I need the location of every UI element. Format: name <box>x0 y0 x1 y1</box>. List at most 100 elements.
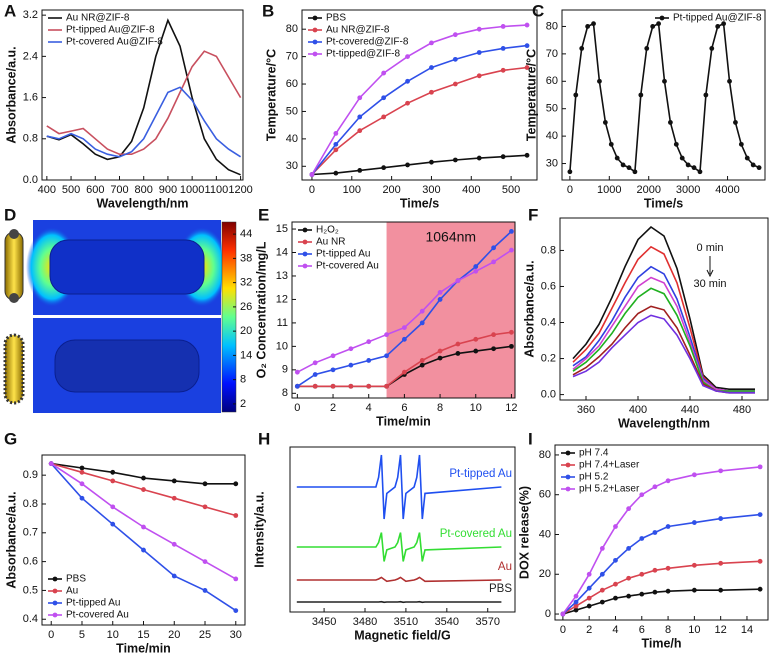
data-point <box>419 358 425 363</box>
data-point <box>309 172 315 177</box>
series-line <box>572 265 755 392</box>
data-point <box>429 65 434 70</box>
x-tick-label: 0 <box>560 624 566 636</box>
data-point <box>491 346 496 352</box>
y-tick-label: 0.2 <box>541 352 556 364</box>
data-point <box>384 353 389 359</box>
y-axis-label: O₂ Concentration/mg/L <box>254 241 268 378</box>
data-point <box>685 162 691 168</box>
data-point <box>233 608 239 613</box>
data-point <box>473 348 479 354</box>
data-point <box>357 114 363 120</box>
x-tick-label: 5 <box>79 629 85 641</box>
rod-pt-covered <box>3 333 25 405</box>
y-tick-label: 0.5 <box>23 584 38 596</box>
x-tick-label: 0 <box>294 402 300 414</box>
x-tick-label: 4 <box>612 624 618 636</box>
y-tick-label: 12 <box>276 293 288 305</box>
y-tick-label: 60 <box>286 78 298 90</box>
data-point <box>509 329 514 335</box>
y-tick-label: 30 <box>546 157 558 169</box>
y-tick-label: 0.4 <box>23 613 38 625</box>
legend-label: PBS <box>66 574 86 585</box>
data-point <box>401 325 407 330</box>
data-point <box>384 383 389 389</box>
x-tick-label: 1200 <box>228 184 252 196</box>
y-tick-label: 80 <box>286 23 298 35</box>
data-point <box>632 169 638 175</box>
x-tick-label: 900 <box>159 184 177 196</box>
series-line <box>572 225 755 390</box>
x-tick-label: 8 <box>665 624 671 636</box>
data-point <box>599 587 605 593</box>
x-tick-label: 3570 <box>475 616 499 628</box>
spectrum-trace <box>296 532 502 562</box>
series-line <box>572 287 755 392</box>
data-point <box>202 504 208 510</box>
plot-frame <box>554 444 769 621</box>
data-point <box>491 245 496 251</box>
data-point <box>602 120 608 125</box>
highlight-label: 1064nm <box>425 229 476 245</box>
y-tick-label: 10 <box>276 340 288 352</box>
data-point <box>524 22 530 28</box>
data-point <box>560 611 566 617</box>
data-point <box>691 562 697 568</box>
x-tick-label: 1000 <box>597 184 621 196</box>
legend-marker <box>312 27 318 33</box>
colorbar-tick-label: 8 <box>240 374 246 386</box>
y-tick-label: 40 <box>539 528 551 540</box>
x-tick-label: 800 <box>135 184 153 196</box>
data-point <box>357 95 363 101</box>
data-point <box>233 576 239 582</box>
data-point <box>757 512 763 518</box>
data-point <box>626 165 632 171</box>
y-tick-label: 50 <box>546 103 558 115</box>
data-point <box>171 541 177 547</box>
x-tick-label: 600 <box>86 184 104 196</box>
data-point <box>110 469 116 475</box>
plot-frame <box>301 9 538 181</box>
data-point <box>703 92 709 98</box>
data-point <box>333 141 339 147</box>
panel-letter: A <box>4 1 16 20</box>
y-tick-label: 2.4 <box>23 50 38 62</box>
y-tick-label: 60 <box>539 489 551 501</box>
data-point <box>405 78 410 84</box>
y-tick-label: 80 <box>539 449 551 461</box>
series-line <box>311 66 528 176</box>
data-point <box>401 369 407 375</box>
data-point <box>697 169 703 175</box>
data-point <box>381 95 387 101</box>
x-tick-label: 20 <box>168 629 180 641</box>
legend-marker <box>52 612 58 618</box>
data-point <box>626 546 632 551</box>
data-point <box>473 264 479 269</box>
data-point <box>586 595 592 601</box>
series-line <box>562 560 761 615</box>
colorbar-tick-label: 32 <box>240 277 252 289</box>
data-point <box>613 557 618 563</box>
x-axis-label: Wavelength/nm <box>97 196 189 210</box>
data-point <box>333 170 339 176</box>
data-point <box>662 78 667 84</box>
x-tick-label: 400 <box>462 184 480 196</box>
panel-d-images <box>3 220 228 413</box>
trace-label: Pt-tipped Au <box>449 468 512 480</box>
data-point <box>476 50 482 55</box>
y-axis-label: Absorbance/a.u. <box>522 260 536 357</box>
panel-letter: I <box>528 429 533 448</box>
data-point <box>626 506 632 512</box>
data-point <box>366 358 372 363</box>
data-point <box>357 128 363 134</box>
y-tick-label: 8 <box>282 387 288 399</box>
series-line <box>46 18 241 176</box>
rod-tip <box>9 229 19 239</box>
data-point <box>524 152 530 158</box>
x-tick-label: 2 <box>330 402 336 414</box>
annotation: 30 min <box>693 278 726 290</box>
legend-label: Au NR@ZIF-8 <box>326 25 390 36</box>
data-point <box>586 603 592 609</box>
data-point <box>744 155 750 161</box>
legend-label: Pt-tipped Au@ZIF-8 <box>66 25 155 36</box>
